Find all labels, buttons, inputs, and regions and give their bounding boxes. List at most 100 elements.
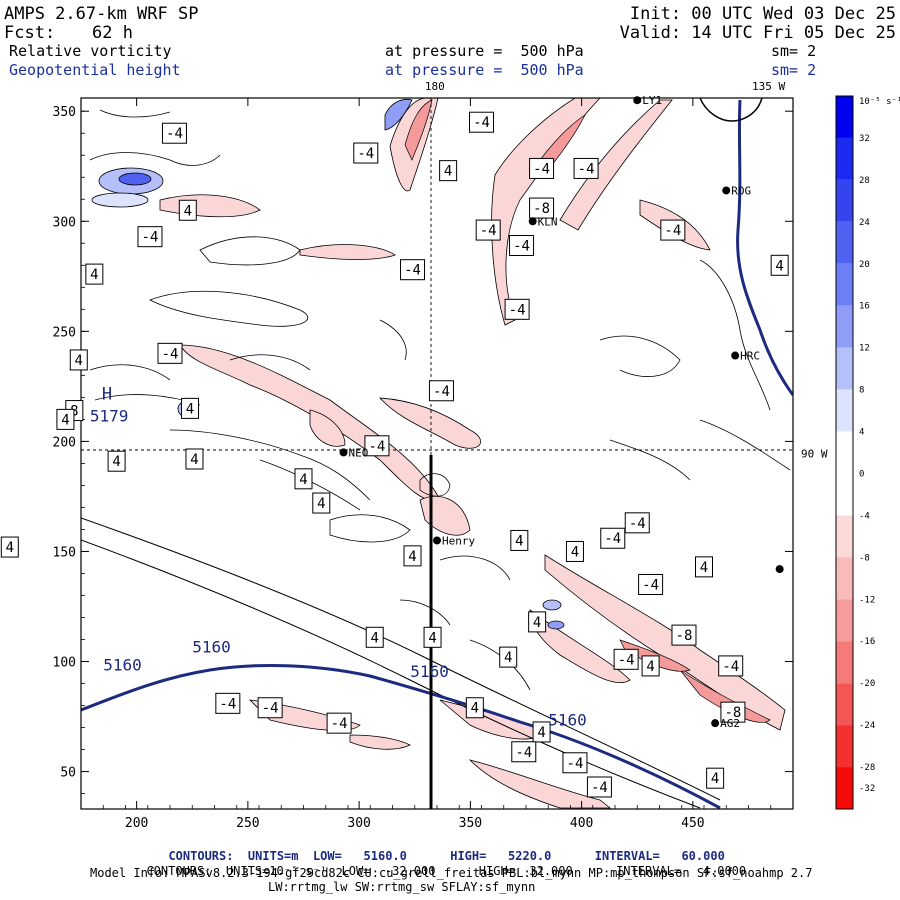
vorticity-contour-label: -4	[600, 527, 626, 549]
vorticity-label-box	[565, 540, 584, 562]
vorticity-label-text: -4	[604, 531, 621, 547]
vorticity-label-box	[613, 648, 639, 670]
vorticity-contour-label: 4	[85, 263, 104, 285]
height-contour-label: 5160	[103, 655, 142, 674]
vorticity-contour-label: 4	[178, 199, 197, 221]
vorticity-contour-label: -4	[638, 573, 664, 595]
vorticity-contour-label: -8	[720, 701, 746, 723]
vorticity-contour-label: 4	[706, 767, 725, 789]
colorbar-tick-label: -16	[859, 637, 875, 647]
colorbar-swatch	[836, 725, 853, 768]
vorticity-label-box	[257, 697, 283, 719]
vorticity-label-box	[364, 435, 390, 457]
vorticity-label-box	[294, 468, 313, 490]
colorbar-swatch	[836, 515, 853, 558]
colorbar-swatch	[836, 431, 853, 474]
colorbar-swatch	[836, 557, 853, 600]
vorticity-contour-label: -4	[469, 111, 494, 133]
vorticity-label-box	[365, 626, 384, 648]
colorbar-tick-label: -8	[859, 553, 870, 563]
model-info: Model Info: MPASv8.2.3-194-gf29cd82c CU:…	[90, 866, 813, 880]
field1-name: Relative vorticity	[9, 42, 172, 60]
vorticity-contour-label: -8	[671, 624, 697, 646]
vorticity-label-text: -4	[642, 577, 659, 593]
vorticity-contour-label: -4	[613, 648, 639, 670]
vorticity-label-box	[107, 450, 126, 472]
colorbar-tick-label: 32	[859, 134, 870, 144]
vorticity-contour-label: 4	[770, 254, 789, 276]
height-contour-label: 5160	[410, 662, 449, 681]
vorticity-contour-label: -4	[215, 692, 241, 714]
x-tick-label: 200	[125, 816, 148, 831]
vorticity-label-text: -4	[664, 223, 681, 239]
colorbar-tick-label: 8	[859, 386, 864, 396]
vorticity-label-text: -4	[515, 745, 532, 761]
vorticity-label-box	[509, 234, 535, 256]
vorticity-contour-label: -4	[157, 342, 183, 364]
y-tick-label: 250	[53, 325, 76, 340]
station-label: NEO	[349, 446, 369, 459]
colorbar-swatch	[836, 347, 853, 390]
vorticity-contour-label: -4	[718, 655, 744, 677]
vorticity-contour-label: 4	[510, 529, 529, 551]
fcst-value: 62 h	[92, 23, 133, 43]
station-label: HRC	[740, 350, 760, 363]
field1-smoothing: sm= 2	[771, 42, 817, 60]
vorticity-label-box	[69, 349, 88, 371]
vorticity-label-text: 4	[504, 650, 512, 666]
vorticity-label-box	[85, 263, 104, 285]
vorticity-label-box	[400, 259, 426, 281]
vorticity-label-text: -8	[676, 628, 693, 644]
vorticity-label-box	[641, 655, 660, 677]
vorticity-label-text: -4	[578, 161, 595, 177]
vorticity-contour-label: -4	[573, 157, 599, 179]
vorticity-label-box	[624, 512, 650, 534]
station-dot	[339, 448, 348, 457]
vorticity-label-box	[720, 701, 746, 723]
vorticity-label-box	[439, 160, 458, 182]
vorticity-label-text: 4	[571, 544, 579, 560]
colorbar-frame	[835, 95, 854, 810]
height-high-marker: H	[102, 385, 112, 405]
vorticity-label-text: -4	[618, 652, 635, 668]
colorbar-swatch	[836, 96, 853, 138]
vorticity-contour-label: 4	[365, 626, 384, 648]
vorticity-contour-label: -4	[428, 380, 454, 402]
fcst-label: Fcst:	[4, 23, 56, 43]
vorticity-label-text: 4	[775, 258, 783, 274]
field2-smoothing: sm= 2	[771, 61, 817, 79]
vorticity-label-text: -4	[368, 439, 385, 455]
y-tick-label: 300	[53, 215, 76, 230]
meridian-label: 180	[425, 80, 445, 93]
station-dot	[528, 217, 537, 226]
vorticity-label-box	[504, 298, 530, 320]
colorbar-swatch	[836, 473, 853, 516]
vorticity-label-text: 4	[471, 701, 479, 717]
vorticity-label-text: 4	[317, 496, 325, 512]
vorticity-contour-label: 4	[185, 448, 204, 470]
height-contour-high: HIGH= 5220.0	[450, 849, 552, 863]
station-dot	[711, 719, 720, 728]
y-tick-label: 200	[53, 435, 76, 450]
vorticity-label-text: -4	[142, 230, 159, 246]
station-dot	[722, 186, 731, 195]
vorticity-label-text: 4	[700, 560, 708, 576]
vorticity-label-box	[528, 611, 547, 633]
station-label: KLN	[538, 215, 558, 228]
vorticity-label-box	[718, 655, 744, 677]
vorticity-label-text: -4	[162, 346, 179, 362]
vorticity-label-box	[660, 219, 686, 241]
vorticity-label-box	[475, 219, 501, 241]
vorticity-contour-label: 4	[641, 655, 660, 677]
height-contour-label: 5160	[548, 710, 587, 729]
vorticity-label-box	[600, 527, 626, 549]
vorticity-contour-label: 4	[403, 545, 422, 567]
vorticity-label-text: 4	[75, 353, 83, 369]
vorticity-label-text: 4	[112, 454, 120, 470]
vorticity-label-text: -8	[724, 705, 741, 721]
colorbar-tick-label: 20	[859, 260, 870, 270]
vorticity-label-text: 4	[428, 630, 436, 646]
vorticity-label-text: -4	[591, 780, 608, 796]
x-tick-label: 350	[459, 816, 482, 831]
